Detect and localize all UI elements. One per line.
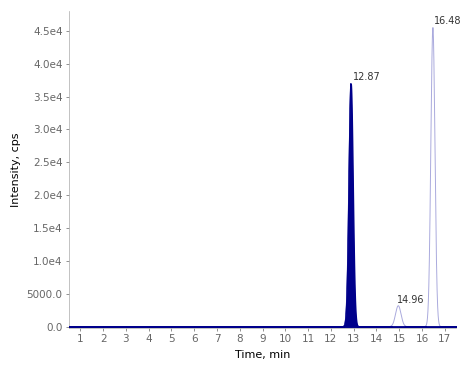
Text: 14.96: 14.96 [397,295,425,305]
X-axis label: Time, min: Time, min [235,350,290,360]
Y-axis label: Intensity, cps: Intensity, cps [11,132,21,207]
Text: 16.48: 16.48 [434,16,462,26]
Text: 12.87: 12.87 [353,72,380,82]
